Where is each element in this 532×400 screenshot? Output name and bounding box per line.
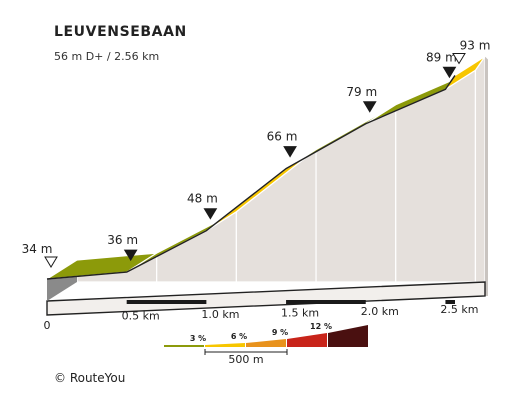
x-tick-label: 1.5 km [281, 306, 319, 319]
elevation-marker [442, 66, 457, 79]
scale-label: 500 m [228, 353, 263, 366]
elevation-label: 36 m [107, 233, 138, 247]
x-axis: 0 0.5 km 1.0 km 1.5 km 2.0 km 2.5 km [44, 303, 479, 332]
legend-swatch [205, 343, 245, 347]
endpoint-marker [452, 52, 466, 65]
chart-subtitle: 56 m D+ / 2.56 km [54, 50, 160, 63]
gradient-legend: 3 % 6 % 9 % 12 % 500 m [164, 322, 368, 366]
elevation-markers: 34 m 36 m 48 m 66 m 79 m 89 m93 m [22, 38, 491, 268]
profile-end-face [485, 56, 488, 297]
routeyou-credit: © RouteYou [54, 371, 126, 385]
base-slab [46, 281, 486, 316]
legend-label: 9 % [272, 328, 288, 337]
elevation-label: 34 m [22, 242, 53, 256]
x-tick-label: 0 [44, 319, 51, 332]
profile-surface-segments [46, 55, 486, 280]
elevation-marker [362, 101, 377, 113]
elevation-marker [203, 208, 218, 220]
x-tick-label: 2.0 km [361, 305, 399, 318]
side-face-segment [235, 148, 317, 283]
profile-side-faces [76, 54, 488, 297]
legend-swatch [328, 325, 368, 347]
side-face-segment [474, 54, 486, 283]
x-tick-label: 0.5 km [122, 309, 160, 322]
elevation-label: 79 m [346, 85, 377, 99]
near-edge-line [46, 75, 456, 280]
legend-label: 3 % [190, 334, 206, 343]
legend-label: 6 % [231, 332, 247, 341]
elevation-label: 89 m [426, 50, 457, 64]
elevation-label: 93 m [460, 38, 491, 52]
elevation-label: 66 m [267, 130, 298, 144]
elevation-label: 48 m [187, 192, 218, 206]
chart-title: LEUVENSEBAAN [54, 24, 187, 40]
legend-swatch [287, 333, 327, 347]
elevation-marker [123, 249, 138, 262]
profile-base-face [46, 281, 486, 316]
x-tick-label: 2.5 km [440, 303, 478, 316]
side-face-segment [315, 103, 397, 283]
legend-swatch [246, 339, 286, 347]
legend-swatch [164, 345, 204, 347]
endpoint-marker [44, 256, 58, 268]
legend-label: 12 % [310, 322, 332, 331]
x-tick-label: 1.0 km [201, 308, 239, 321]
elevation-marker [283, 146, 297, 158]
